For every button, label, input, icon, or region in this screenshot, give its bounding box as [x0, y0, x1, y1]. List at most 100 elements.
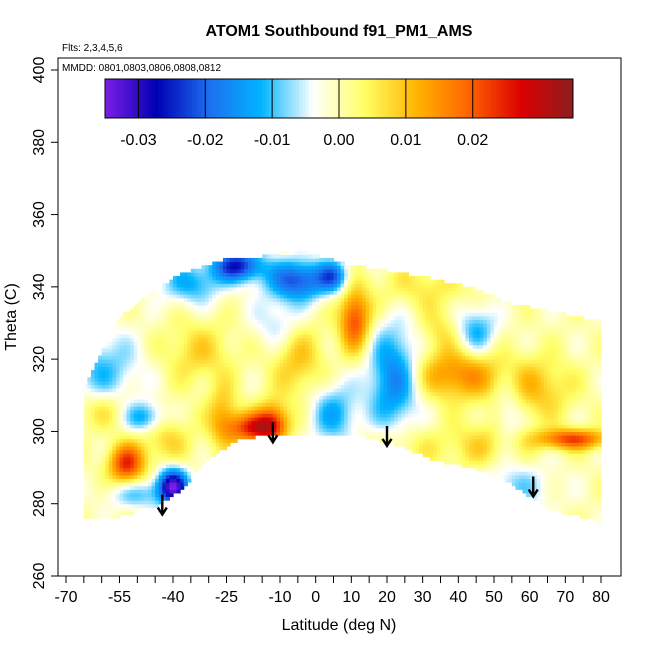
- heatmap-cell: [333, 276, 338, 281]
- heatmap-cell: [126, 438, 131, 443]
- heatmap-cell: [276, 286, 281, 292]
- heatmap-cell: [233, 424, 238, 429]
- heatmap-cell: [155, 384, 160, 389]
- heatmap-cell: [255, 424, 260, 429]
- heatmap-cell: [208, 380, 213, 386]
- heatmap-cell: [404, 377, 409, 382]
- heatmap-cell: [173, 453, 178, 458]
- heatmap-cell: [319, 315, 324, 320]
- heatmap-cell: [144, 380, 149, 386]
- heatmap-cell: [265, 406, 270, 411]
- heatmap-cell: [337, 333, 342, 339]
- heatmap-cell: [333, 413, 338, 418]
- heatmap-cell: [151, 297, 156, 302]
- heatmap-cell: [362, 330, 367, 335]
- heatmap-cell: [315, 337, 320, 342]
- heatmap-cell: [187, 297, 192, 302]
- heatmap-cell: [123, 369, 128, 375]
- heatmap-cell: [201, 402, 206, 407]
- heatmap-cell: [415, 366, 420, 371]
- heatmap-cell: [140, 449, 146, 454]
- heatmap-cell: [397, 304, 402, 310]
- heatmap-cell: [362, 323, 367, 328]
- heatmap-cell: [173, 395, 178, 400]
- heatmap-cell: [394, 344, 399, 349]
- heatmap-cell: [123, 416, 128, 422]
- heatmap-cell: [98, 420, 103, 425]
- heatmap-cell: [140, 463, 146, 469]
- heatmap-cell: [162, 398, 167, 404]
- heatmap-cell: [426, 341, 431, 346]
- heatmap-cell: [87, 485, 92, 490]
- heatmap-cell: [230, 315, 235, 320]
- heatmap-cell: [255, 319, 260, 324]
- heatmap-cell: [337, 413, 342, 418]
- heatmap-cell: [362, 301, 367, 306]
- heatmap-cell: [347, 330, 352, 335]
- heatmap-cell: [240, 279, 245, 284]
- heatmap-cell: [333, 261, 338, 266]
- heatmap-cell: [162, 424, 167, 429]
- heatmap-cell: [180, 406, 185, 411]
- heatmap-cell: [173, 380, 178, 386]
- heatmap-cell: [219, 323, 224, 328]
- heatmap-cell: [255, 344, 260, 349]
- heatmap-cell: [119, 478, 124, 483]
- heatmap-cell: [419, 391, 424, 396]
- heatmap-cell: [226, 341, 231, 346]
- heatmap-cell: [276, 402, 281, 407]
- heatmap-cell: [333, 398, 338, 404]
- heatmap-cell: [415, 442, 420, 447]
- heatmap-cell: [98, 366, 103, 371]
- heatmap-cell: [387, 323, 392, 328]
- heatmap-cell: [344, 341, 349, 346]
- heatmap-cell: [180, 395, 185, 400]
- heatmap-cell: [180, 388, 185, 393]
- heatmap-cell: [133, 398, 138, 404]
- heatmap-cell: [87, 438, 92, 443]
- heatmap-cell: [262, 261, 267, 266]
- heatmap-cell: [83, 471, 88, 476]
- heatmap-cell: [426, 294, 431, 299]
- heatmap-cell: [372, 355, 377, 360]
- heatmap-cell: [344, 413, 349, 418]
- heatmap-cell: [255, 333, 260, 339]
- heatmap-cell: [287, 276, 292, 281]
- heatmap-cell: [297, 348, 302, 353]
- heatmap-cell: [272, 337, 278, 342]
- heatmap-cell: [272, 279, 278, 284]
- heatmap-cell: [126, 427, 131, 433]
- heatmap-cell: [144, 492, 149, 498]
- heatmap-cell: [362, 268, 367, 273]
- heatmap-cell: [244, 315, 249, 320]
- heatmap-cell: [165, 395, 171, 400]
- heatmap-cell: [215, 344, 220, 349]
- heatmap-cell: [276, 391, 281, 396]
- heatmap-cell: [272, 355, 278, 360]
- heatmap-cell: [365, 373, 370, 378]
- heatmap-cell: [362, 373, 367, 378]
- heatmap-cell: [269, 261, 274, 266]
- heatmap-cell: [401, 442, 406, 447]
- heatmap-cell: [294, 341, 299, 346]
- heatmap-cell: [222, 261, 228, 266]
- heatmap-cell: [255, 348, 260, 353]
- heatmap-cell: [394, 416, 399, 422]
- heatmap-cell: [105, 384, 110, 389]
- heatmap-cell: [148, 373, 153, 378]
- heatmap-cell: [415, 333, 420, 339]
- heatmap-cell: [105, 351, 110, 357]
- heatmap-cell: [408, 308, 413, 313]
- heatmap-cell: [383, 409, 388, 414]
- heatmap-cell: [301, 279, 306, 284]
- heatmap-cell: [262, 348, 267, 353]
- heatmap-cell: [219, 435, 224, 440]
- heatmap-cell: [247, 337, 253, 342]
- heatmap-cell: [422, 362, 427, 367]
- heatmap-cell: [397, 279, 402, 284]
- heatmap-cell: [344, 402, 349, 407]
- heatmap-cell: [394, 366, 399, 371]
- heatmap-cell: [226, 323, 231, 328]
- heatmap-cell: [244, 268, 249, 273]
- heatmap-cell: [326, 315, 331, 320]
